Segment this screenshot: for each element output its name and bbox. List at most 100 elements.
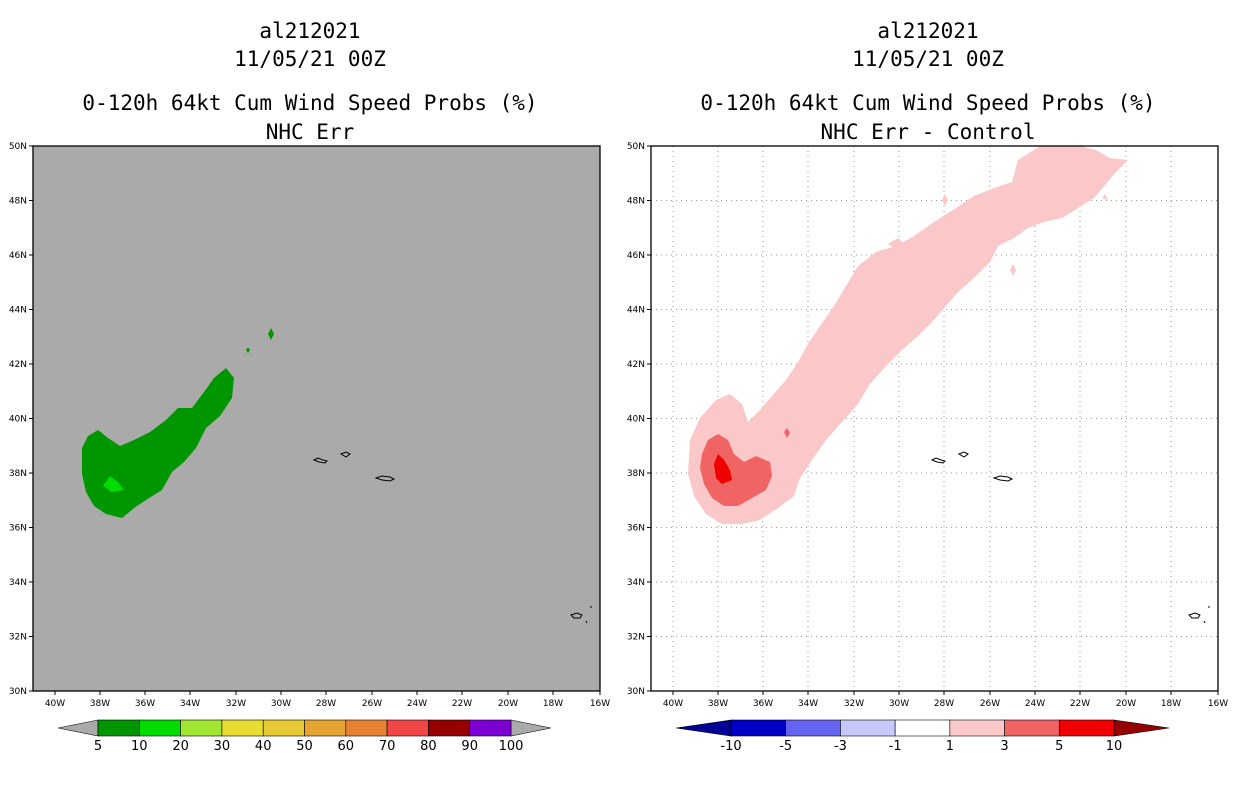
right-colorbar-swatch (894, 719, 951, 737)
right-diff-contour-5 (714, 454, 732, 484)
right-x-tick-label: 20W (1116, 699, 1136, 709)
right-madeira-islands (1188, 606, 1210, 624)
right-colorbar-right-arrow (1113, 719, 1170, 737)
left-colorbar-swatch (386, 719, 429, 737)
right-colorbar-swatch (1004, 719, 1060, 737)
left-colorbar-left-arrow (57, 719, 99, 737)
right-diff-speck-1 (888, 238, 904, 248)
left-x-tick-label: 30W (271, 699, 291, 709)
left-y-axis: 50N 48N 46N 44N 42N 40N 38N 36N 34N 32N 30N (9, 142, 33, 697)
left-y-tick-label: 34N (9, 578, 27, 588)
left-panel: 40W 38W 36W 34W 32W 30W 28W 26W 24W 22W 20W 18W 16W … (9, 142, 610, 754)
left-prob-speck-2 (246, 347, 250, 353)
left-y-tick-label: 46N (9, 251, 27, 261)
right-x-tick-label: 22W (1070, 699, 1090, 709)
right-y-tick-label: 38N (627, 469, 645, 479)
right-colorbar-label: 1 (946, 739, 954, 754)
left-y-tick-label: 36N (9, 524, 27, 534)
left-colorbar-label: 80 (420, 739, 437, 754)
left-colorbar-label: 70 (379, 739, 396, 754)
right-colorbar-swatch (840, 719, 896, 737)
right-x-tick-label: 30W (889, 699, 909, 709)
left-x-tick-label: 28W (316, 699, 336, 709)
left-prob-speck-1 (268, 328, 274, 340)
left-x-tick-label: 24W (407, 699, 427, 709)
left-colorbar-label: 40 (255, 739, 272, 754)
left-colorbar-swatch (345, 719, 388, 737)
right-x-tick-label: 40W (663, 699, 683, 709)
right-title-subtitle: NHC Err - Control (820, 120, 1036, 144)
right-x-tick-label: 24W (1025, 699, 1045, 709)
left-title-date: 11/05/21 00Z (234, 47, 386, 71)
right-diff-contour-1 (688, 146, 1128, 524)
left-x-tick-label: 26W (362, 699, 382, 709)
left-colorbar-label: 50 (296, 739, 313, 754)
right-y-tick-label: 50N (627, 142, 645, 152)
left-x-tick-label: 36W (135, 699, 155, 709)
left-azores-islands (312, 451, 396, 482)
right-colorbar: -10 -5 -3 -1 1 3 5 10 (675, 719, 1170, 754)
left-map-background (33, 146, 600, 691)
right-y-tick-label: 32N (627, 633, 645, 643)
left-x-tick-label: 22W (452, 699, 472, 709)
left-colorbar-swatch (180, 719, 223, 737)
right-x-tick-label: 26W (980, 699, 1000, 709)
right-colorbar-label: -3 (834, 739, 847, 754)
left-y-tick-label: 38N (9, 469, 27, 479)
right-colorbar-label: 5 (1055, 739, 1063, 754)
left-y-tick-label: 50N (9, 142, 27, 152)
left-colorbar-swatch (139, 719, 181, 737)
left-y-tick-label: 30N (9, 687, 27, 697)
left-title-product: 0-120h 64kt Cum Wind Speed Probs (%) (82, 91, 538, 115)
left-madeira-islands (570, 606, 592, 624)
left-y-tick-label: 44N (9, 306, 27, 316)
left-prob-contour-10 (103, 476, 124, 492)
right-y-tick-label: 36N (627, 524, 645, 534)
left-colorbar-label: 30 (214, 739, 231, 754)
right-colorbar-left-arrow (675, 719, 732, 737)
right-x-tick-label: 36W (753, 699, 773, 709)
right-y-tick-label: 42N (627, 360, 645, 370)
left-prob-contour-5 (82, 368, 234, 518)
left-colorbar-label: 5 (94, 739, 102, 754)
right-x-tick-label: 38W (708, 699, 728, 709)
right-diff-speck-2 (942, 194, 948, 206)
right-y-tick-label: 44N (627, 306, 645, 316)
left-x-tick-label: 16W (590, 699, 610, 709)
right-y-tick-label: 30N (627, 687, 645, 697)
left-colorbar-label: 10 (131, 739, 148, 754)
right-diff-speck-3 (1102, 194, 1108, 200)
right-y-tick-label: 40N (627, 415, 645, 425)
right-title-date: 11/05/21 00Z (852, 47, 1004, 71)
left-x-axis: 40W 38W 36W 34W 32W 30W 28W 26W 24W 22W 20W 18W 16W (45, 691, 610, 709)
left-y-tick-label: 32N (9, 633, 27, 643)
left-y-tick-label: 42N (9, 360, 27, 370)
left-colorbar-label: 20 (172, 739, 189, 754)
right-y-axis: 50N 48N 46N 44N 42N 40N 38N 36N 34N 32N 30N (627, 142, 651, 697)
left-colorbar-label: 90 (461, 739, 478, 754)
left-colorbar-swatch (221, 719, 264, 737)
right-colorbar-label: -10 (720, 739, 741, 754)
left-colorbar-right-arrow (510, 719, 552, 737)
left-colorbar-swatch (428, 719, 470, 737)
left-y-tick-label: 48N (9, 197, 27, 207)
right-y-tick-label: 46N (627, 251, 645, 261)
right-y-tick-label: 34N (627, 578, 645, 588)
right-x-tick-label: 34W (798, 699, 818, 709)
left-colorbar-label: 60 (338, 739, 355, 754)
left-colorbar-swatch (97, 719, 140, 737)
left-colorbar-swatch (469, 719, 512, 737)
right-x-tick-label: 18W (1161, 699, 1181, 709)
right-colorbar-label: -5 (779, 739, 792, 754)
left-title-storm: al212021 (259, 19, 361, 43)
left-x-tick-label: 18W (543, 699, 563, 709)
right-x-tick-label: 28W (934, 699, 954, 709)
right-colorbar-swatch (785, 719, 841, 737)
left-colorbar-swatch (262, 719, 305, 737)
left-y-tick-label: 40N (9, 415, 27, 425)
left-x-tick-label: 32W (226, 699, 246, 709)
left-x-tick-label: 38W (90, 699, 110, 709)
left-colorbar: 5 10 20 30 40 50 60 70 80 90 100 (57, 719, 552, 754)
right-azores-islands (930, 451, 1014, 482)
